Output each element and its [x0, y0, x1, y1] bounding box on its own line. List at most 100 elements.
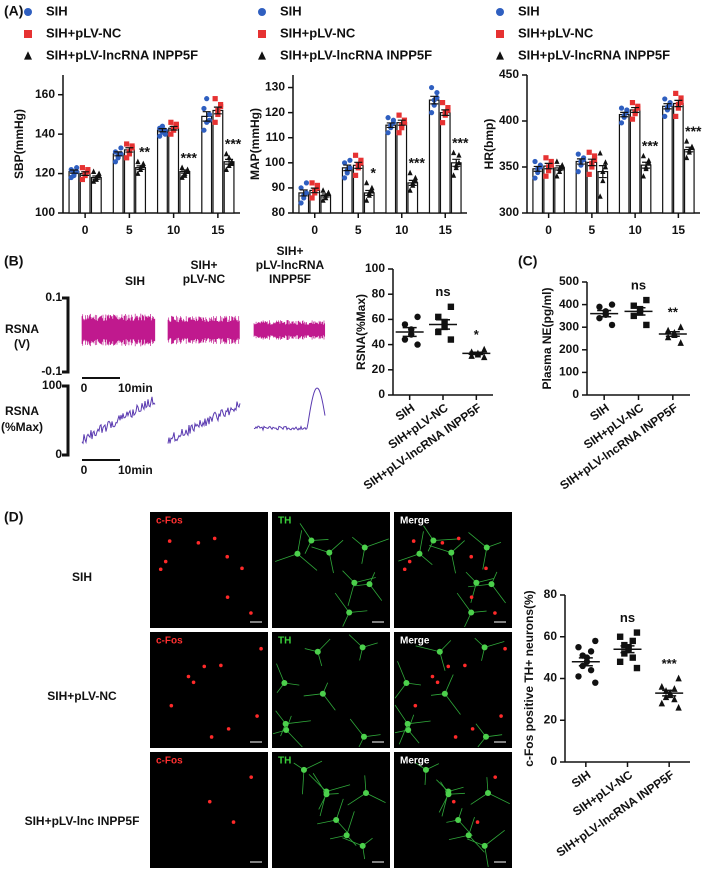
legend-label: SIH+pLV-NC — [46, 25, 122, 40]
legend-marker — [496, 51, 504, 60]
nucleus — [470, 727, 475, 731]
nucleus — [456, 536, 461, 541]
data-point — [71, 172, 77, 179]
nucleus — [207, 799, 212, 804]
y-tick-label: 140 — [35, 126, 55, 140]
data-point — [450, 149, 457, 156]
data-point — [675, 105, 681, 111]
data-point — [303, 180, 310, 186]
neurite — [335, 798, 344, 821]
trace-condition: SIH — [125, 274, 145, 288]
neuron — [360, 733, 367, 740]
neuron — [314, 648, 321, 655]
data-point — [401, 321, 409, 328]
error-bar — [441, 109, 450, 116]
x-tick-label: 5 — [355, 223, 362, 237]
x-tick-label: 15 — [211, 223, 225, 237]
error-bar — [620, 111, 629, 118]
data-point — [439, 120, 446, 126]
significance: *** — [452, 134, 469, 150]
y-tick-label: 20 — [544, 712, 558, 726]
data-point — [636, 309, 644, 316]
neurite — [312, 773, 327, 795]
error-bar — [299, 189, 308, 197]
data-point — [596, 303, 603, 311]
data-point — [385, 115, 391, 121]
error-bar — [225, 158, 234, 165]
error-bar — [136, 165, 145, 171]
data-point — [546, 168, 552, 174]
nucleus — [407, 559, 412, 564]
y-tick-label: 350 — [499, 159, 519, 173]
error-bar — [354, 161, 363, 169]
data-point — [643, 296, 650, 304]
nucleus — [231, 820, 236, 824]
error-bar — [620, 645, 635, 654]
neurite — [419, 531, 424, 554]
nucleus — [440, 541, 445, 545]
data-point — [74, 165, 80, 171]
data-point — [206, 117, 213, 123]
neuron — [359, 842, 366, 849]
neuron — [363, 790, 370, 797]
data-point — [468, 352, 475, 359]
data-point — [298, 185, 304, 191]
significance: ns — [435, 284, 450, 299]
data-point — [543, 173, 549, 179]
image-label: TH — [278, 756, 291, 767]
data-point — [441, 318, 448, 326]
image-label: TH — [278, 516, 291, 527]
neurite — [394, 704, 408, 725]
error-bar — [598, 165, 607, 179]
trace-condition: SIH+ — [276, 244, 303, 258]
significance: ** — [139, 143, 150, 159]
y-axis-label: SBP(mmHg) — [12, 109, 26, 179]
data-point — [341, 175, 348, 181]
micrograph — [150, 752, 268, 868]
bar — [618, 113, 630, 214]
data-point — [352, 152, 359, 158]
y-tick-label: 0 — [550, 754, 557, 768]
neuron — [430, 537, 437, 544]
trace-tick-label: 0.1 — [45, 290, 62, 304]
significance: *** — [181, 149, 198, 165]
neurite — [456, 592, 472, 613]
neurite — [303, 693, 323, 697]
legend-label: SIH — [280, 3, 302, 18]
error-bar — [544, 162, 553, 170]
data-point — [428, 84, 435, 91]
row-label: SIH+pLV-lnc INPP5F — [25, 814, 140, 828]
data-point — [212, 119, 218, 125]
neuron — [346, 609, 353, 616]
rsna-percent-trace — [167, 401, 241, 444]
neurite — [299, 523, 312, 541]
y-tick-label: 160 — [35, 87, 55, 101]
x-tick-label: 5 — [589, 223, 596, 237]
data-point — [624, 107, 630, 113]
data-point — [441, 323, 448, 331]
data-point — [678, 95, 684, 101]
data-point — [223, 166, 229, 172]
nucleus — [469, 595, 474, 599]
data-point — [79, 176, 85, 183]
nucleus — [158, 567, 163, 572]
error-bar — [213, 106, 222, 115]
neuron — [323, 791, 330, 798]
error-bar — [92, 175, 101, 180]
nucleus — [255, 714, 259, 718]
data-point — [396, 130, 402, 136]
data-point — [662, 693, 670, 701]
bar — [156, 129, 168, 214]
data-point — [575, 169, 581, 175]
neuron — [404, 720, 411, 727]
nucleus — [411, 539, 416, 543]
bar — [385, 124, 397, 214]
y-tick-label: 0 — [572, 387, 579, 401]
micrograph — [394, 632, 512, 748]
data-point — [206, 111, 213, 118]
data-point — [369, 184, 375, 191]
trace-tick-label: 100 — [42, 378, 62, 392]
panel-label: (C) — [518, 253, 537, 269]
significance: ns — [620, 610, 635, 625]
data-point — [412, 174, 419, 181]
